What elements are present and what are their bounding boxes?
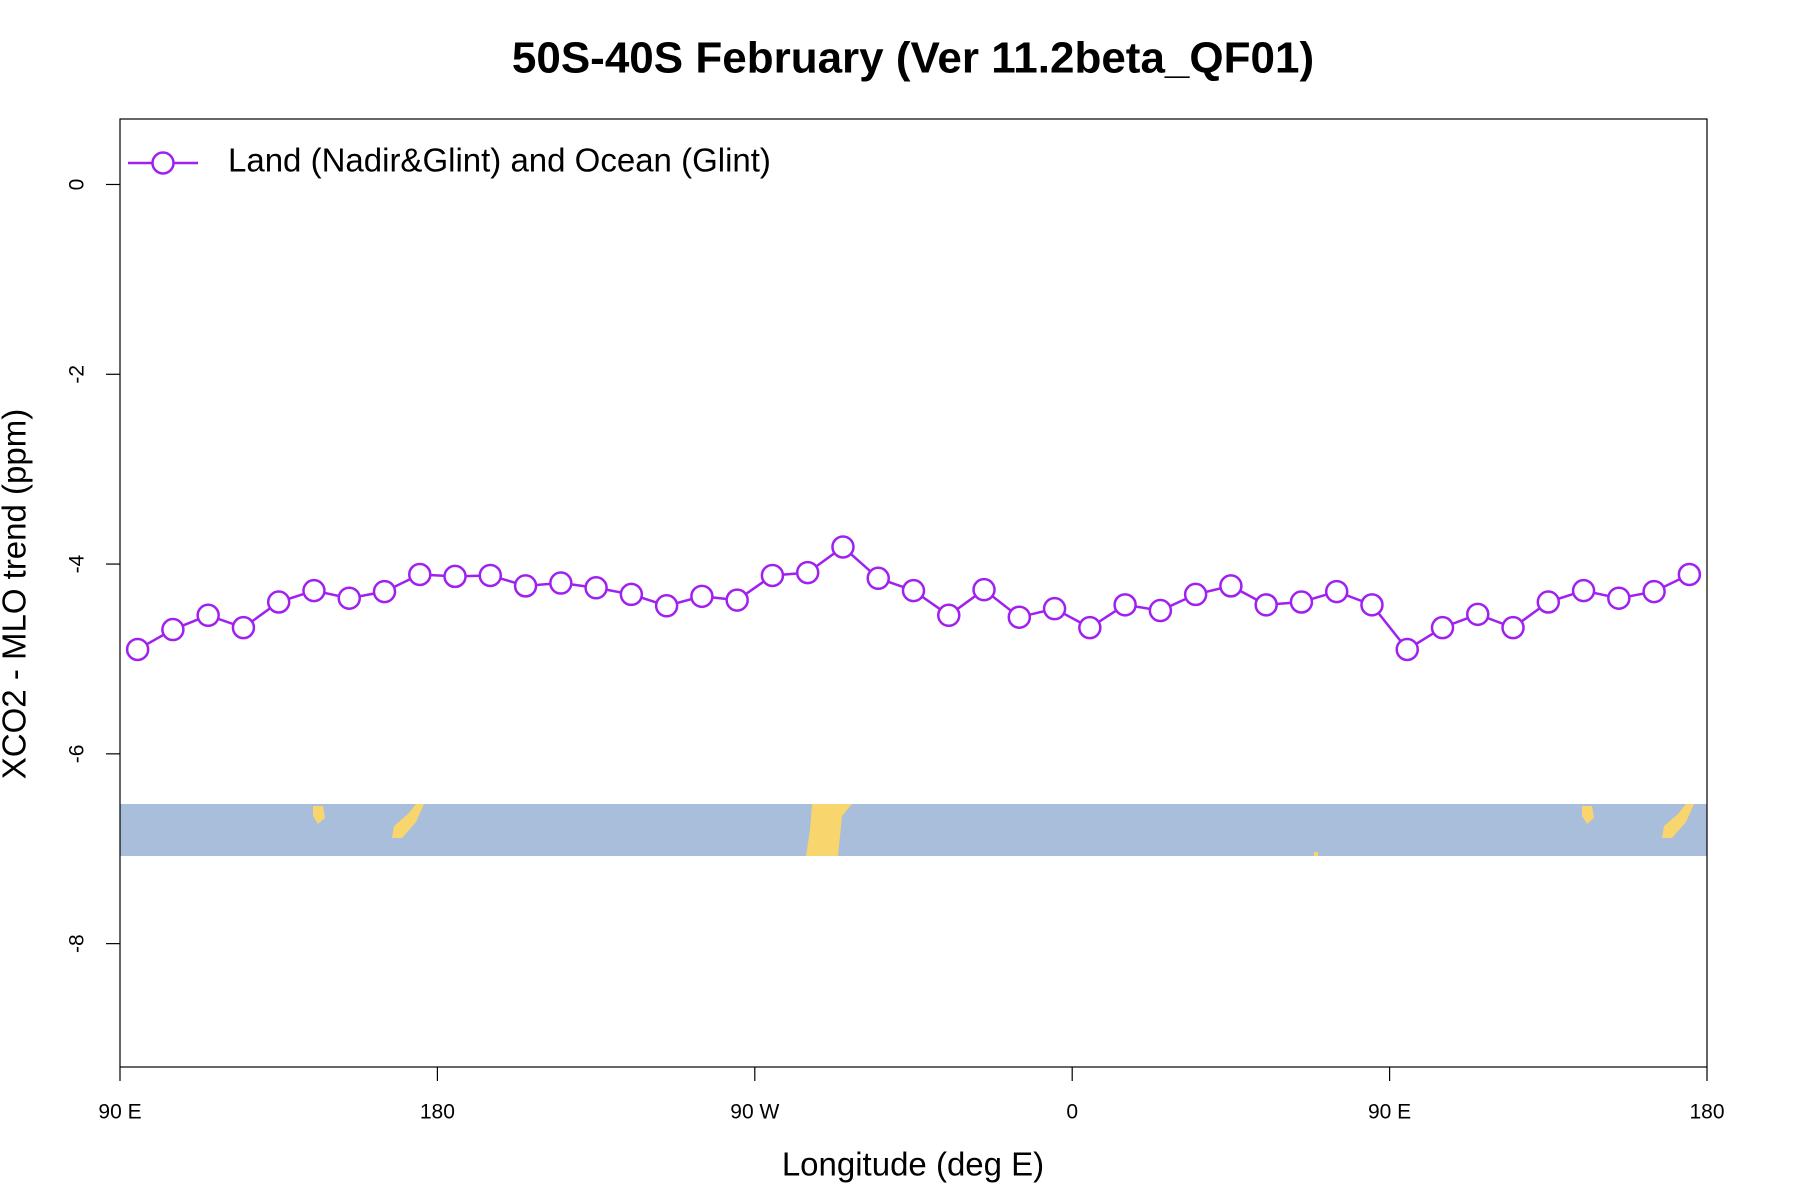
x-tick-label: 0 bbox=[1066, 1101, 1078, 1124]
data-point bbox=[266, 590, 291, 614]
data-point bbox=[760, 563, 785, 588]
y-tick-label: -8 bbox=[66, 934, 89, 953]
x-axis-label: Longitude (deg E) bbox=[782, 1146, 1044, 1183]
data-point bbox=[1466, 602, 1490, 627]
legend-label: Land (Nadir&Glint) and Ocean (Glint) bbox=[228, 142, 771, 179]
data-point bbox=[795, 560, 820, 585]
data-point bbox=[690, 584, 714, 609]
data-point bbox=[1148, 598, 1173, 623]
data-point bbox=[1219, 574, 1243, 598]
data-point bbox=[584, 576, 608, 600]
data-point bbox=[443, 564, 467, 589]
data-point bbox=[725, 588, 749, 612]
data-point bbox=[302, 578, 326, 603]
chart-title: 50S-40S February (Ver 11.2beta_QF01) bbox=[512, 34, 1314, 83]
data-point bbox=[831, 535, 855, 559]
y-axis-label: XCO2 - MLO trend (ppm) bbox=[0, 409, 33, 779]
data-point bbox=[408, 562, 432, 587]
data-point bbox=[231, 615, 256, 640]
data-point bbox=[372, 579, 397, 604]
data-point bbox=[1254, 593, 1278, 617]
land-shape bbox=[1662, 804, 1694, 838]
data-point bbox=[549, 571, 573, 595]
data-point bbox=[161, 617, 185, 642]
data-point bbox=[1007, 605, 1032, 629]
data-point bbox=[1607, 586, 1631, 610]
data-point bbox=[1642, 579, 1666, 604]
data-point bbox=[1395, 637, 1419, 662]
data-point bbox=[619, 582, 644, 607]
land-shape bbox=[806, 804, 852, 856]
x-tick-label: 90 E bbox=[98, 1101, 141, 1124]
data-point bbox=[1324, 579, 1349, 604]
y-tick-label: -2 bbox=[66, 365, 89, 384]
data-point bbox=[196, 603, 220, 628]
data-point bbox=[1289, 590, 1314, 614]
data-point bbox=[1536, 590, 1561, 614]
land-shape bbox=[1314, 852, 1318, 856]
data-point bbox=[1677, 562, 1702, 587]
data-point bbox=[866, 566, 890, 591]
land-shape bbox=[392, 804, 424, 838]
data-point bbox=[937, 603, 961, 628]
map-strip bbox=[120, 804, 1707, 856]
x-tick-label: 90 E bbox=[1368, 1101, 1411, 1124]
ocean-band bbox=[120, 804, 1707, 856]
data-point bbox=[1360, 593, 1384, 617]
data-point bbox=[1113, 593, 1137, 617]
data-point bbox=[125, 637, 150, 662]
data-point bbox=[513, 574, 538, 598]
x-tick-label: 180 bbox=[420, 1101, 455, 1124]
data-point bbox=[337, 586, 361, 610]
data-point bbox=[901, 578, 926, 603]
plot-frame bbox=[119, 118, 1708, 1068]
data-point bbox=[1430, 615, 1455, 640]
legend-marker bbox=[151, 151, 175, 175]
x-tick-label: 180 bbox=[1689, 1101, 1724, 1124]
data-point bbox=[1183, 582, 1208, 607]
data-point bbox=[478, 563, 503, 588]
data-point bbox=[1078, 615, 1102, 640]
y-tick-label: -6 bbox=[66, 745, 89, 764]
data-point bbox=[1501, 615, 1525, 640]
y-tick-label: 0 bbox=[66, 179, 89, 191]
data-point bbox=[654, 594, 679, 618]
land-shape bbox=[313, 806, 325, 824]
data-point bbox=[1571, 578, 1596, 603]
land-shape bbox=[1582, 806, 1594, 824]
data-point bbox=[1042, 596, 1067, 621]
data-point bbox=[972, 577, 996, 602]
x-tick-label: 90 W bbox=[730, 1101, 779, 1124]
y-tick-label: -4 bbox=[66, 554, 89, 573]
